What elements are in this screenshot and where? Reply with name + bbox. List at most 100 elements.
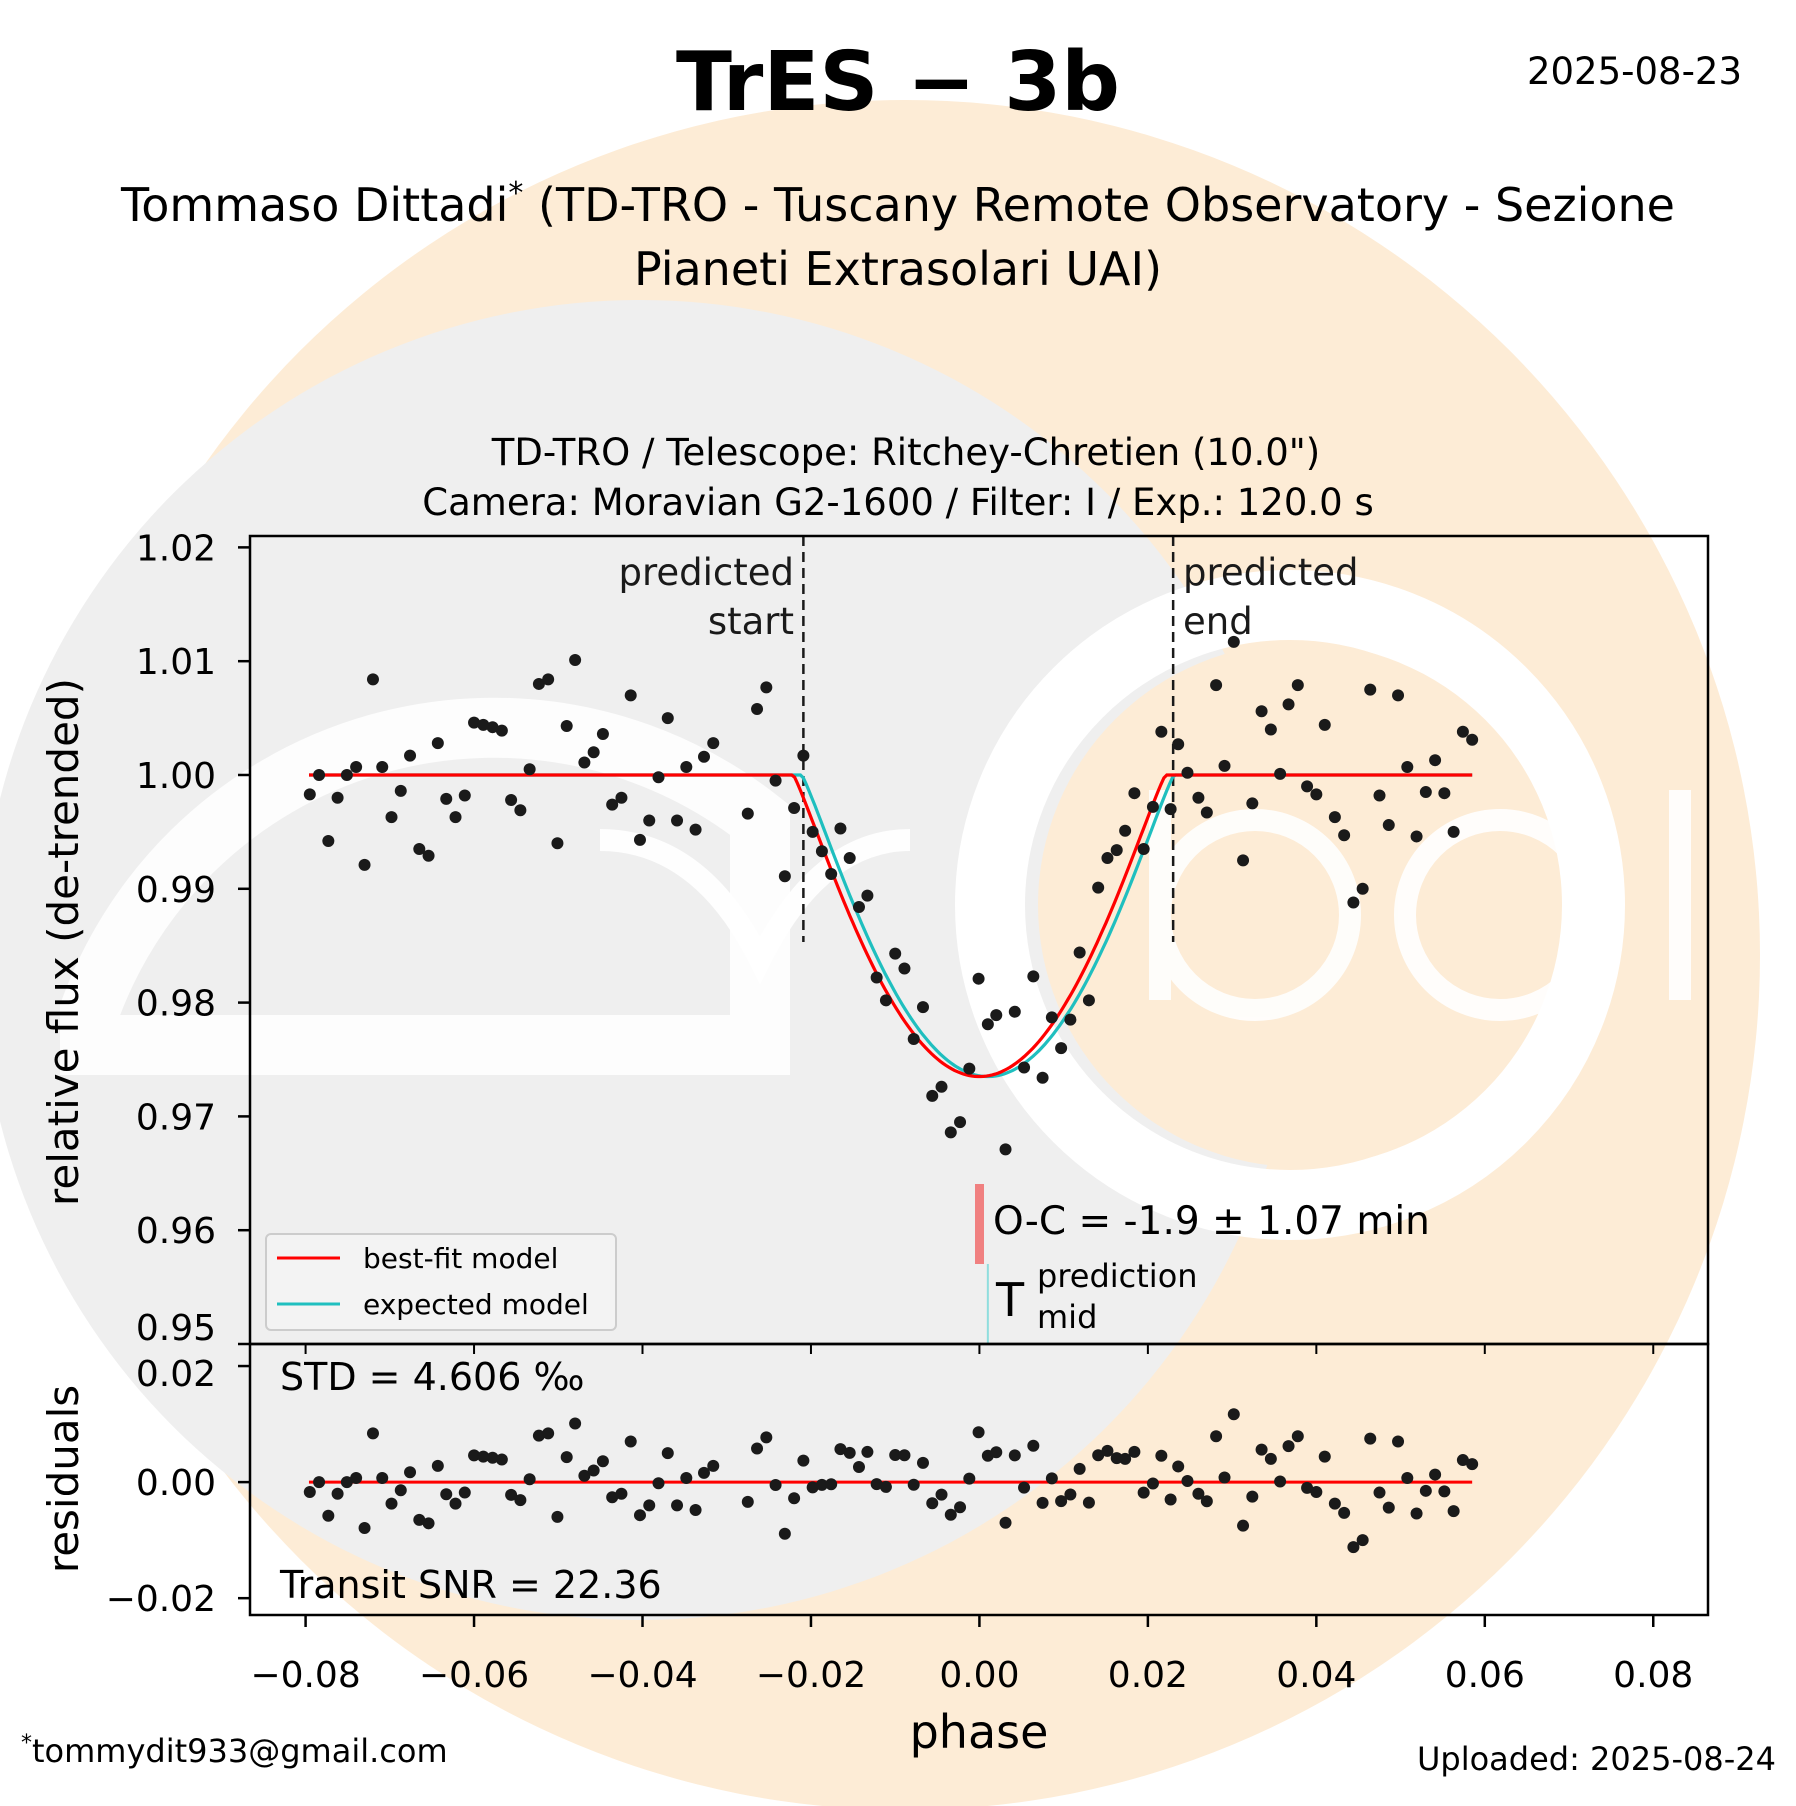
residual-point (861, 1445, 874, 1458)
residual-point (1401, 1472, 1414, 1485)
residual-point (1438, 1485, 1451, 1498)
data-point (542, 673, 555, 686)
data-point (1382, 819, 1395, 832)
data-point (1092, 881, 1105, 894)
residual-point (769, 1479, 782, 1492)
data-point (981, 1018, 994, 1031)
residual-point (643, 1499, 656, 1512)
residual-point (322, 1509, 335, 1522)
oc-bar (975, 1184, 984, 1264)
axes-title-line-2: Camera: Moravian G2-1600 / Filter: I / E… (422, 481, 1373, 524)
data-point (1347, 896, 1360, 909)
legend: best-fit model expected model (265, 1233, 617, 1331)
oc-text: O-C = -1.9 ± 1.07 min (993, 1199, 1430, 1244)
data-point (1274, 767, 1287, 780)
data-point (376, 761, 389, 774)
residual-point (1172, 1460, 1185, 1473)
residual-point (954, 1501, 967, 1514)
legend-best-fit-label: best-fit model (363, 1242, 558, 1275)
residual-point (916, 1456, 929, 1469)
email-text: tommydit933@gmail.com (32, 1732, 448, 1770)
residual-y-tick-label: 0.02 (136, 1354, 216, 1395)
residual-point (385, 1497, 398, 1510)
residual-point (788, 1492, 801, 1505)
data-point (760, 681, 773, 694)
residual-point (413, 1513, 426, 1526)
snr-text: Transit SNR = 22.36 (279, 1563, 662, 1607)
data-point (806, 825, 819, 838)
residual-point (1146, 1477, 1159, 1490)
residual-point (1301, 1481, 1314, 1494)
residual-point (569, 1417, 582, 1430)
data-point (1328, 811, 1341, 824)
data-point (468, 716, 481, 729)
residual-point (879, 1480, 892, 1493)
data-point (404, 749, 417, 762)
residual-point (505, 1488, 518, 1501)
residual-point (468, 1449, 481, 1462)
residual-point (963, 1472, 976, 1485)
residual-point (707, 1459, 720, 1472)
data-point (843, 852, 856, 865)
residual-point (458, 1486, 471, 1499)
residual-point (661, 1447, 674, 1460)
residual-point (843, 1446, 856, 1459)
residual-point (606, 1491, 619, 1504)
residual-point (1274, 1475, 1287, 1488)
tmid-mid: mid (1037, 1298, 1097, 1336)
x-tick-label: 0.00 (939, 1655, 1019, 1696)
data-point (1218, 759, 1231, 772)
residual-point (697, 1466, 710, 1479)
residual-point (1264, 1452, 1277, 1465)
residual-point (578, 1469, 591, 1482)
data-point (1036, 1071, 1049, 1084)
residual-point (1018, 1481, 1031, 1494)
data-point (1172, 738, 1185, 751)
residual-point (1092, 1449, 1105, 1462)
residual-point (1318, 1450, 1331, 1463)
data-point (652, 771, 665, 784)
residual-point (1218, 1471, 1231, 1484)
data-point (1456, 725, 1469, 738)
residual-point (1064, 1488, 1077, 1501)
data-point (1246, 797, 1259, 810)
residual-point (1373, 1486, 1386, 1499)
data-point (907, 1033, 920, 1046)
data-point (990, 1009, 1003, 1022)
data-point (1447, 825, 1460, 838)
data-point (615, 791, 628, 804)
data-point (495, 724, 508, 737)
y-tick-label: 0.97 (136, 1097, 216, 1138)
data-point (303, 788, 316, 801)
data-point (1064, 1013, 1077, 1026)
residual-point (1310, 1485, 1323, 1498)
data-point (1181, 766, 1194, 779)
legend-box (265, 1233, 617, 1331)
residual-point (926, 1497, 939, 1510)
residual-point (935, 1488, 948, 1501)
residual-point (1237, 1519, 1250, 1532)
residual-point (1210, 1430, 1223, 1443)
data-point (778, 870, 791, 883)
data-point (963, 1062, 976, 1075)
logo-peach-inner (1038, 643, 1562, 1167)
y-tick-label: 0.99 (136, 870, 216, 911)
data-point (889, 947, 902, 960)
residual-point (1101, 1444, 1114, 1457)
data-point (935, 1080, 948, 1093)
residual-point (331, 1487, 344, 1500)
data-point (1291, 679, 1304, 692)
data-point (551, 837, 564, 850)
data-point (741, 807, 754, 820)
data-point (1119, 824, 1132, 837)
residual-point (1246, 1490, 1259, 1503)
data-point (1200, 806, 1213, 819)
data-point (514, 804, 527, 817)
residual-point (1045, 1472, 1058, 1485)
residual-point (1356, 1534, 1369, 1547)
logo-letters (599, 790, 1691, 1021)
x-tick-label: 0.04 (1276, 1655, 1356, 1696)
observatory-line-2: Pianeti Extrasolari UAI) (634, 242, 1162, 296)
data-point (1419, 786, 1432, 799)
tmid-T: T (995, 1273, 1025, 1327)
